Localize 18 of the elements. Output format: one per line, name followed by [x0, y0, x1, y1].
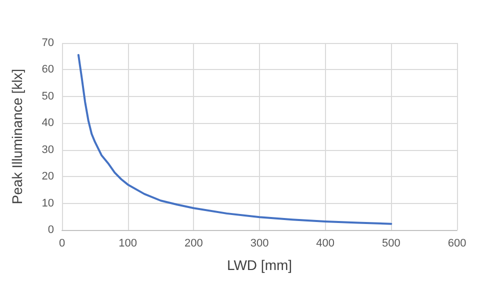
y-tick-label: 20 [42, 170, 54, 183]
y-tick-label: 70 [42, 37, 54, 49]
x-tick-label: 200 [184, 238, 203, 250]
x-tick-label: 500 [382, 238, 400, 250]
x-tick-label: 0 [58, 238, 66, 250]
y-tick-label: 0 [48, 224, 54, 236]
y-tick-label: 30 [42, 144, 54, 156]
x-tick-label: 300 [250, 238, 269, 250]
y-axis-title: Peak Illuminance [klx] [9, 68, 25, 204]
x-tick-label: 400 [316, 238, 335, 250]
y-tick-label: 40 [42, 117, 54, 130]
line-series [77, 54, 392, 225]
y-tick-label: 60 [42, 64, 54, 76]
y-tick-label: 50 [42, 90, 54, 102]
x-tick-label: 100 [118, 238, 138, 250]
y-tick-label: 10 [42, 197, 54, 210]
x-axis-title: LWD [mm] [226, 257, 292, 273]
x-tick-label: 600 [448, 238, 466, 250]
